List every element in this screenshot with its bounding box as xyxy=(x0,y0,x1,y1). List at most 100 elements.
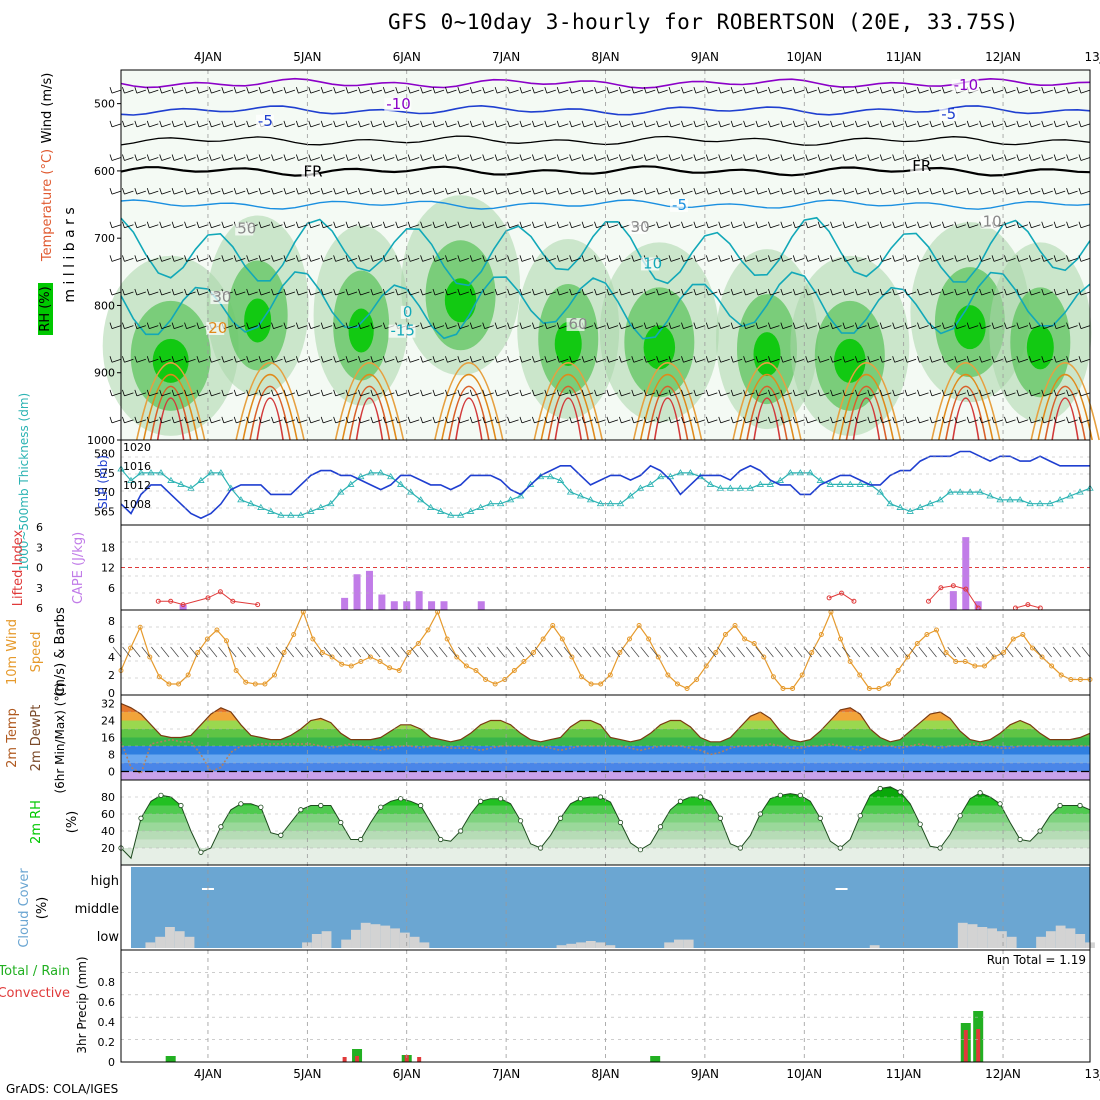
wind-barb-flag xyxy=(457,120,461,127)
wind-barb xyxy=(1031,157,1041,161)
wind-barb xyxy=(795,358,805,363)
wind-barb-flag xyxy=(1004,356,1007,363)
wind-barb-flag xyxy=(581,356,585,363)
wind-barb-flag xyxy=(370,154,374,161)
wind-barb-flag xyxy=(743,87,746,94)
wind-barb-flag xyxy=(507,87,510,94)
wind-barb xyxy=(410,392,420,397)
wind-barb xyxy=(894,392,904,397)
wind-barb-flag xyxy=(432,154,436,161)
rh-point xyxy=(278,832,284,838)
wind-speed-point xyxy=(607,672,613,678)
wind-barb xyxy=(347,358,358,363)
wind-barb-flag xyxy=(233,389,237,397)
wind-barb-flag xyxy=(382,288,386,296)
wind-barb xyxy=(720,190,730,195)
wind-ylabel-2: Speed xyxy=(29,632,44,673)
contour-label-bg xyxy=(951,79,979,93)
wind-barb-flag xyxy=(1028,288,1032,296)
temp-contour-line xyxy=(120,271,1091,340)
wind-barb xyxy=(596,224,606,229)
wind-barb-flag xyxy=(544,255,548,262)
wind-barb-flag xyxy=(159,389,163,397)
wind-barb xyxy=(323,358,333,363)
wind-barb-flag xyxy=(1004,154,1007,161)
wind-barb-flag xyxy=(432,255,436,262)
wind-barb xyxy=(347,190,358,195)
wind-barb-flag xyxy=(618,255,622,262)
wind-barb-flag xyxy=(209,356,212,363)
wind-barb xyxy=(571,392,581,397)
rh-tick-label: 80 xyxy=(101,791,115,804)
wind-barb xyxy=(1080,358,1091,363)
wind-barb-10m xyxy=(237,646,246,658)
wind-barb-flag xyxy=(991,356,995,363)
day-label-top: 11JAN xyxy=(886,50,922,64)
wind-barb xyxy=(559,123,569,128)
day-label-top: 4JAN xyxy=(194,50,222,64)
wind-barb-flag xyxy=(1066,255,1069,262)
wind-barb xyxy=(1006,358,1016,363)
temp-contour-surface xyxy=(540,374,597,441)
wind-barb-10m xyxy=(179,646,189,658)
wind-speed-point xyxy=(809,650,815,655)
day-label-bottom: 7JAN xyxy=(492,1067,520,1081)
wind-barb xyxy=(695,392,706,397)
wind-barb xyxy=(124,190,134,195)
wind-barb-10m xyxy=(323,646,333,658)
wind-barb xyxy=(658,224,668,229)
rh-shade-core xyxy=(444,278,477,323)
wind-barb-10m xyxy=(899,646,908,658)
thickness-point xyxy=(1066,492,1074,499)
wind-barb xyxy=(422,89,432,94)
wind-barb-flag xyxy=(1066,288,1069,296)
wind-speed-point xyxy=(185,672,191,678)
temp-band xyxy=(121,729,1090,738)
wind-barb-flag xyxy=(507,389,510,397)
wind-barb-flag xyxy=(855,154,858,161)
wind-barb xyxy=(608,190,619,195)
wind-barb xyxy=(347,123,358,128)
wind-barb xyxy=(484,89,494,94)
wind-barb-flag xyxy=(519,221,523,228)
wind-barb xyxy=(372,89,383,94)
wind-barb-flag xyxy=(594,356,597,363)
wind-barb-flag xyxy=(581,221,585,228)
wind-barb-flag xyxy=(457,389,461,397)
wind-barb xyxy=(273,325,283,330)
wind-barb xyxy=(782,224,792,229)
wind-barb-flag xyxy=(532,255,535,262)
wind-barb-flag xyxy=(445,187,448,195)
wind-barb-flag xyxy=(556,187,560,195)
temp-contour-line xyxy=(120,165,1091,177)
wind-barb-flag xyxy=(1066,221,1069,228)
rh-point xyxy=(997,801,1003,807)
wind-barb-10m xyxy=(966,646,976,658)
wind-barb-flag xyxy=(395,255,399,262)
wind-barb xyxy=(1006,190,1016,195)
wind-barb-flag xyxy=(780,356,784,363)
wind-barb xyxy=(422,358,432,363)
wind-barb xyxy=(658,419,668,424)
wind-barb xyxy=(621,257,631,262)
thickness-point xyxy=(616,499,625,507)
upper-ytick-label: 800 xyxy=(94,299,115,312)
wind-barb-flag xyxy=(109,288,113,296)
wind-barb-flag xyxy=(1028,154,1032,161)
wind-barb xyxy=(260,325,271,330)
wind-barb xyxy=(981,419,991,424)
wind-barb xyxy=(111,291,122,296)
temp-contour-line xyxy=(120,77,1091,89)
wind-barb-flag xyxy=(991,322,995,329)
wind-barb-flag xyxy=(606,389,610,397)
wind-barb-flag xyxy=(743,288,746,296)
wind-barb xyxy=(347,392,358,397)
wind-barb-flag xyxy=(445,221,448,228)
wind-barb-10m xyxy=(717,646,726,658)
wind-barb-flag xyxy=(780,322,784,329)
wind-barb xyxy=(347,257,358,262)
wind-barb-flag xyxy=(979,187,982,195)
temp-contour-surface xyxy=(256,397,284,441)
thickness-point xyxy=(716,484,725,491)
wind-barb-flag xyxy=(295,322,299,329)
